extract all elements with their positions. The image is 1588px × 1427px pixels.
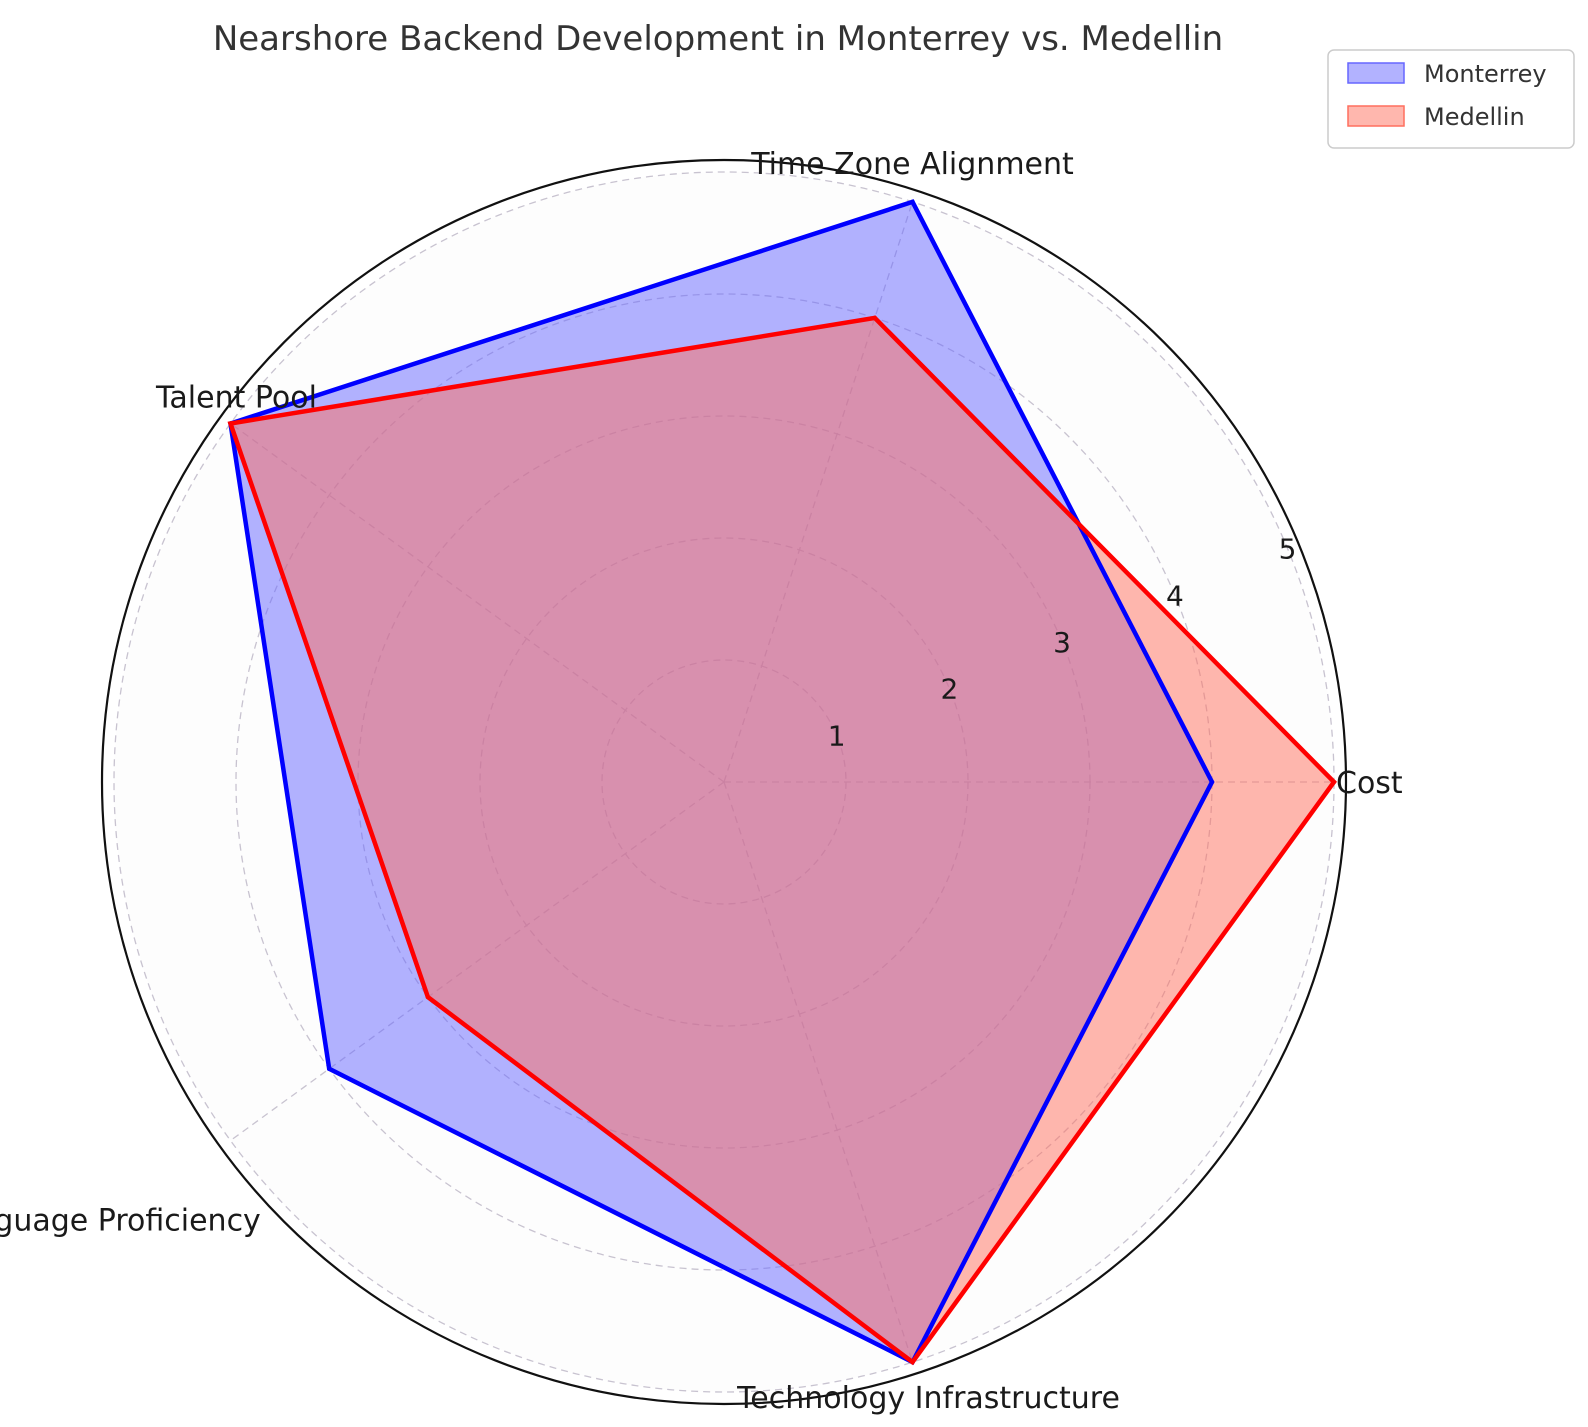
polar-frame [100, 158, 1348, 1406]
data-point-monterrey-2 [910, 199, 915, 205]
chart-title: Nearshore Backend Development in Monterr… [213, 19, 1223, 59]
data-point-monterrey-4 [326, 1066, 332, 1072]
series-line-medellin [227, 315, 1337, 1366]
labels-layer: Cost Time Zone Alignment Talent Pool Langua… [0, 147, 1403, 1416]
data-point-medellin-3 [228, 421, 233, 426]
r-tick-label-3: 3 [1053, 626, 1071, 659]
category-label-time-zone-alignment: Time Zone Alignment [750, 147, 1074, 182]
category-label-technology-infrastructure: Technology Infrastructure [736, 1381, 1120, 1416]
series-line-monterrey [227, 199, 1215, 1366]
data-point-medellin-5 [910, 1359, 915, 1365]
r-tick-label-5: 5 [1279, 533, 1297, 566]
legend-swatch-monterrey [1347, 62, 1405, 84]
legend-label-monterrey: Monterrey [1424, 60, 1547, 88]
category-label-talent-pool: Talent Pool [155, 381, 317, 416]
category-label-cost: Cost [1336, 766, 1403, 801]
data-point-medellin-4 [425, 994, 431, 1000]
legend-label-medellin: Medellin [1424, 103, 1525, 131]
series-area-medellin [230, 317, 1334, 1363]
data-point-medellin-2 [872, 315, 878, 321]
r-tick-label-4: 4 [1166, 579, 1184, 612]
legend-swatch-medellin [1347, 105, 1405, 127]
category-label-language-proficiency: Language Proficiency [0, 1204, 261, 1239]
data-point-monterrey-1 [1209, 779, 1215, 785]
r-tick-label-1: 1 [828, 719, 846, 752]
data-point-medellin-1 [1331, 779, 1337, 785]
r-tick-label-2: 2 [940, 673, 958, 706]
legend: Monterrey Medellin [1327, 49, 1575, 149]
series-layer [227, 199, 1337, 1366]
